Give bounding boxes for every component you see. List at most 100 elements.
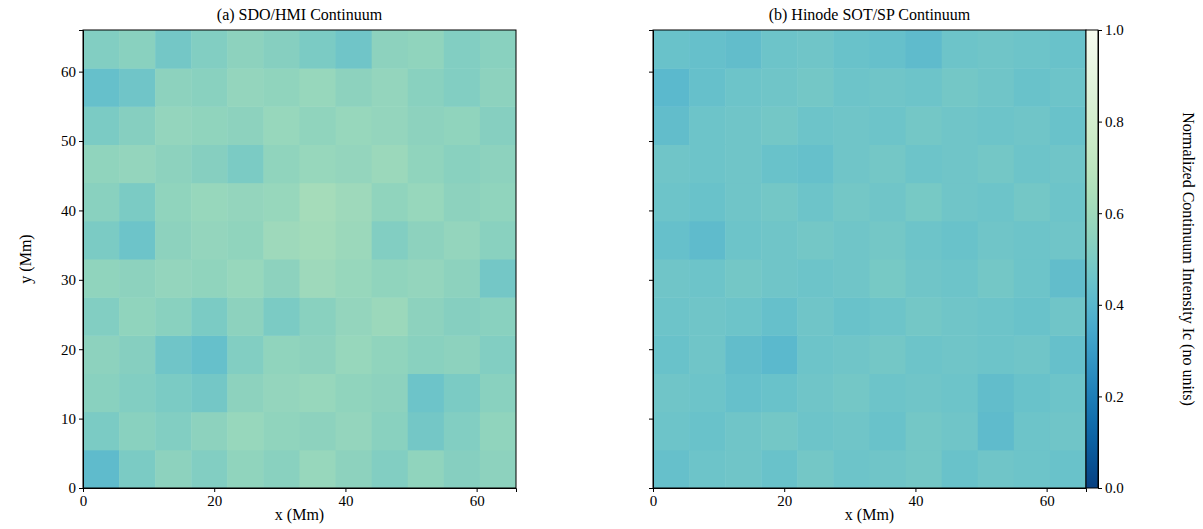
tick-mark — [1098, 305, 1102, 306]
heat-cell — [761, 412, 798, 451]
plot-frame — [653, 30, 1086, 488]
tick-label: 0.4 — [1105, 297, 1124, 313]
tick-mark — [79, 488, 83, 489]
x-axis-line — [654, 489, 1087, 493]
heat-cell — [797, 145, 834, 184]
heat-cell — [689, 374, 726, 413]
heat-cell — [191, 374, 228, 413]
tick-mark — [1098, 396, 1102, 397]
heat-cell — [653, 297, 690, 336]
heat-cell — [119, 450, 156, 488]
heat-cell — [336, 374, 373, 413]
tick-mark — [915, 488, 916, 492]
tick-mark — [649, 210, 653, 211]
tick-mark — [1098, 30, 1102, 31]
heat-cell — [906, 374, 943, 413]
heat-cell — [725, 106, 762, 145]
tick-label: 40 — [61, 203, 76, 219]
heat-cell — [653, 259, 690, 298]
heat-cell — [797, 68, 834, 107]
heat-cell — [1014, 145, 1051, 184]
tick-label: 40 — [908, 493, 923, 509]
heat-cell — [336, 68, 373, 107]
y-axis-tick: 50 — [61, 133, 83, 149]
heat-cell — [725, 183, 762, 222]
heat-cell — [191, 450, 228, 488]
heat-cell — [119, 297, 156, 336]
tick-mark — [784, 488, 785, 492]
heat-cell — [191, 335, 228, 374]
heat-cell — [1014, 68, 1051, 107]
heat-cell — [444, 374, 481, 413]
heat-cell — [797, 106, 834, 145]
heat-cell — [1050, 106, 1086, 145]
y-axis-tick: 0 — [69, 480, 84, 496]
heat-cell — [761, 106, 798, 145]
tick-label: 0 — [650, 493, 658, 509]
heat-cell — [653, 221, 690, 260]
heat-cell — [444, 335, 481, 374]
heat-cell — [83, 183, 120, 222]
heat-cell — [1014, 450, 1051, 488]
heat-cell — [761, 297, 798, 336]
heat-cell — [372, 450, 409, 488]
tick-label: 30 — [61, 272, 76, 288]
heat-cell — [906, 335, 943, 374]
heat-cell — [653, 145, 690, 184]
heat-cell — [191, 412, 228, 451]
heat-cell — [653, 335, 690, 374]
colorbar-axis: 0.00.20.40.60.81.0 — [1098, 22, 1124, 496]
heat-cell — [408, 106, 445, 145]
heat-cell — [408, 374, 445, 413]
heat-cell — [480, 30, 516, 69]
heat-cell — [978, 145, 1015, 184]
x-axis-tick: 60 — [1040, 488, 1055, 509]
colorbar-axis-tick: 0.6 — [1098, 206, 1124, 222]
heat-cell — [83, 145, 120, 184]
tick-mark — [1047, 488, 1048, 492]
heat-cell — [725, 450, 762, 488]
y-axis: 0102030405060 — [61, 31, 84, 497]
heat-cell — [906, 412, 943, 451]
heat-cell — [263, 374, 300, 413]
heat-cell — [1014, 335, 1051, 374]
heat-cell — [155, 68, 192, 107]
heat-cell — [227, 297, 264, 336]
tick-mark — [1098, 488, 1102, 489]
heat-cell — [300, 450, 337, 488]
heat-cell — [444, 297, 481, 336]
y-axis-tick — [649, 488, 653, 489]
heat-cell — [906, 106, 943, 145]
heat-cell — [444, 221, 481, 260]
heat-cell — [480, 145, 516, 184]
heat-cell — [119, 412, 156, 451]
heat-cell — [906, 259, 943, 298]
heat-cell — [263, 412, 300, 451]
heat-cell — [408, 450, 445, 488]
heat-cell — [227, 412, 264, 451]
heat-cell — [83, 450, 120, 488]
heat-cell — [191, 259, 228, 298]
heat-cell — [263, 259, 300, 298]
heat-cell — [906, 221, 943, 260]
tick-label: 0.6 — [1105, 206, 1124, 222]
tick-label: 60 — [61, 64, 76, 80]
heat-cell — [1050, 297, 1086, 336]
heat-cell — [372, 30, 409, 69]
y-axis-tick: 40 — [61, 203, 83, 219]
heat-cell — [336, 221, 373, 260]
heat-cell — [155, 259, 192, 298]
heat-cell — [83, 297, 120, 336]
tick-mark — [649, 488, 653, 489]
heat-cell — [1014, 30, 1051, 69]
tick-mark — [79, 210, 83, 211]
tick-mark — [79, 419, 83, 420]
heat-cell — [761, 68, 798, 107]
heat-cell — [870, 374, 907, 413]
heat-cell — [480, 450, 516, 488]
y-axis-tick: 10 — [61, 411, 83, 427]
heat-cell — [336, 259, 373, 298]
heat-cell — [870, 259, 907, 298]
heat-cell — [300, 68, 337, 107]
heat-cell — [83, 30, 120, 69]
